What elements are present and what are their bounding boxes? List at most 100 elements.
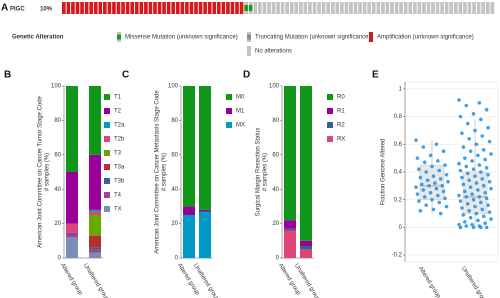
x-tick-label: Altered group [59, 263, 84, 297]
sample-cell [444, 2, 449, 14]
bar-segment [284, 86, 296, 221]
alteration-cell [171, 2, 176, 14]
data-point [431, 207, 436, 212]
sample-cell [253, 2, 258, 14]
sample-cell [376, 2, 381, 14]
data-point [474, 181, 479, 185]
data-point [460, 131, 464, 136]
sample-cell [422, 2, 426, 14]
data-point [471, 112, 476, 116]
bar-segment [89, 209, 101, 212]
y-tick-label: 0.2 [394, 197, 403, 203]
panel-letter: B [4, 70, 11, 81]
data-point [417, 199, 421, 203]
data-point [481, 148, 486, 152]
y-tick-label: 0 [175, 256, 179, 262]
x-tick-label: Unaltered group [460, 266, 488, 298]
data-point [468, 185, 473, 190]
bar-segment [89, 252, 101, 258]
alteration-cell [194, 2, 198, 14]
data-point [461, 145, 466, 149]
y-axis-label: # samples (%) [45, 153, 51, 191]
legend-swatch [247, 46, 251, 56]
alteration-cell [203, 2, 207, 14]
alteration-cell [248, 5, 253, 11]
bar-segment [89, 86, 101, 155]
legend-swatch [226, 108, 232, 114]
y-tick-label: 40 [171, 187, 178, 193]
sample-cell [403, 2, 408, 14]
bar-segment [89, 154, 101, 210]
sample-cell [353, 2, 358, 14]
y-tick-label: 40 [272, 187, 279, 193]
data-point [477, 100, 482, 105]
data-point [441, 149, 446, 154]
data-point [418, 208, 423, 213]
bar-segment [199, 209, 211, 212]
sample-cell [431, 2, 435, 14]
bar-segment [89, 211, 101, 215]
legend-label: T2a [114, 123, 125, 129]
sample-cell [280, 2, 285, 14]
bar-segment [284, 230, 296, 258]
data-point [463, 220, 467, 224]
alteration-cell [134, 2, 139, 14]
data-point [428, 190, 433, 195]
alteration-cell [80, 2, 84, 14]
data-point [471, 197, 476, 202]
data-point [480, 134, 485, 138]
bar-segment [300, 86, 312, 241]
legend-label: MX [236, 123, 245, 129]
bar-segment [89, 247, 101, 250]
data-point [424, 203, 428, 208]
data-point [486, 125, 490, 130]
y-tick-label: 80 [272, 118, 279, 124]
sample-cell [367, 2, 372, 14]
legend-label: Missense Mutation (unknown significance) [125, 35, 238, 41]
alteration-cell [216, 2, 221, 14]
data-point [486, 203, 490, 208]
bar-segment [199, 86, 211, 210]
data-point [477, 195, 482, 199]
legend-swatch [327, 122, 333, 128]
data-point [443, 196, 447, 201]
legend-label: T2 [114, 109, 122, 115]
data-point [422, 195, 427, 199]
x-tick-label: Unaltered group [82, 263, 110, 298]
data-point [470, 159, 474, 163]
data-point [458, 225, 463, 230]
data-point [421, 145, 426, 149]
alteration-cell [130, 2, 135, 14]
y-tick-label: 60 [272, 152, 279, 158]
y-axis-label: # samples (%) [263, 153, 269, 191]
alteration-cell [121, 2, 125, 14]
data-point [440, 184, 444, 188]
data-point [473, 204, 477, 209]
sample-cell [371, 2, 376, 14]
legend-label: T1 [114, 95, 122, 101]
data-point [460, 206, 464, 210]
legend-swatch [104, 94, 110, 100]
sample-cell [294, 2, 299, 14]
data-point [415, 192, 420, 196]
alteration-cell [239, 2, 244, 14]
y-tick-label: 60 [171, 152, 178, 158]
data-point [473, 174, 477, 178]
legend-label: T3b [114, 179, 125, 185]
data-point [444, 204, 449, 209]
data-point [465, 171, 470, 176]
sample-cell [330, 2, 335, 14]
sample-cell [257, 2, 262, 14]
frequency-label: 10% [40, 7, 53, 13]
alteration-cell [162, 2, 166, 14]
bar-segment [300, 249, 312, 258]
bar-segment [66, 237, 78, 258]
sample-cell [358, 2, 362, 14]
data-point [434, 142, 439, 147]
sample-cell [308, 2, 312, 14]
sample-cell [417, 2, 422, 14]
sample-cell [262, 2, 267, 14]
data-point [461, 182, 466, 187]
data-point [433, 181, 437, 185]
y-tick-label: 20 [54, 221, 61, 227]
